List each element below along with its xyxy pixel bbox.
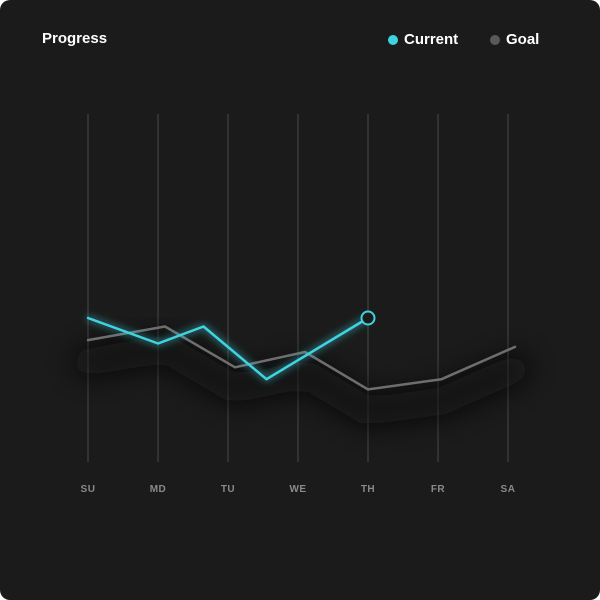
x-tick-label: TH bbox=[361, 484, 375, 495]
x-tick-label: SA bbox=[501, 484, 516, 495]
goal-line-shadow bbox=[74, 334, 529, 426]
current-end-marker[interactable] bbox=[360, 310, 376, 326]
series-line-current bbox=[86, 316, 370, 381]
x-tick-label: FR bbox=[431, 484, 446, 495]
chart-title: Progress bbox=[42, 30, 108, 47]
x-tick-label: SU bbox=[81, 484, 96, 495]
shadow-layer bbox=[74, 334, 529, 426]
series-line-goal bbox=[86, 325, 517, 391]
legend-current-dot bbox=[388, 34, 398, 45]
x-tick-label: MD bbox=[150, 484, 167, 495]
legend-item-current[interactable]: Current bbox=[388, 31, 458, 48]
tick-labels: SU MD TU WE TH FR SA bbox=[81, 484, 516, 495]
x-tick-label: WE bbox=[289, 484, 306, 495]
legend-goal-dot bbox=[490, 34, 500, 45]
legend-item-goal[interactable]: Goal bbox=[490, 31, 539, 48]
grid-layer bbox=[87, 114, 509, 462]
legend-goal-label: Goal bbox=[506, 31, 540, 48]
series-layer bbox=[86, 310, 517, 391]
legend-current-label: Current bbox=[404, 31, 459, 48]
x-tick-label: TU bbox=[221, 484, 235, 495]
